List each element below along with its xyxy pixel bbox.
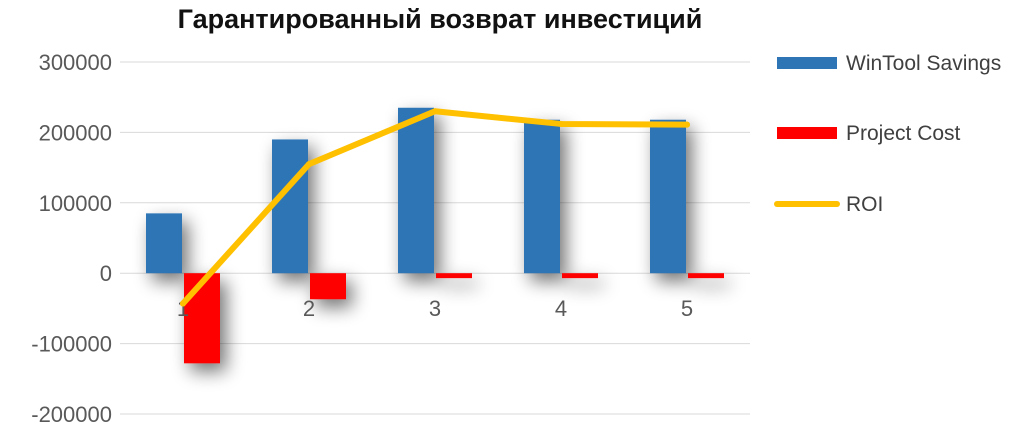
bar-wintool-savings [650, 119, 686, 274]
roi-point [432, 108, 438, 115]
bar-project-cost [688, 273, 724, 279]
legend-label-roi: ROI [846, 193, 883, 216]
bar-project-cost [184, 273, 220, 364]
x-tick-label: 3 [429, 296, 441, 321]
bar-wintool-savings [146, 213, 182, 274]
bar-project-cost [310, 273, 346, 300]
roi-point [558, 120, 564, 127]
bar-project-cost [562, 273, 598, 279]
x-tick-label: 2 [303, 296, 315, 321]
legend-swatch-project-cost [777, 127, 837, 139]
bar-wintool-savings [524, 119, 560, 274]
x-tick-label: 5 [681, 296, 693, 321]
y-tick-label: -200000 [31, 402, 112, 427]
bar-wintool-savings [398, 107, 434, 274]
legend-label-wintool-savings: WinTool Savings [846, 52, 1001, 75]
y-tick-label: 200000 [39, 120, 112, 145]
chart-title: Гарантированный возврат инвестиций [178, 4, 703, 34]
roi-point [306, 161, 312, 168]
y-tick-label: -100000 [31, 332, 112, 357]
y-tick-label: 100000 [39, 191, 112, 216]
roi-line [180, 108, 690, 307]
chart-legend: WinTool Savings Project Cost ROI [774, 52, 1001, 216]
bar-project-cost [436, 273, 472, 279]
legend-label-project-cost: Project Cost [846, 122, 961, 145]
roi-point [180, 300, 186, 307]
x-tick-label: 4 [555, 296, 567, 321]
bar-wintool-savings [272, 139, 308, 274]
y-tick-label: 0 [100, 261, 112, 286]
roi-point [684, 121, 690, 128]
legend-swatch-wintool-savings [777, 57, 837, 69]
y-tick-label: 300000 [39, 50, 112, 75]
